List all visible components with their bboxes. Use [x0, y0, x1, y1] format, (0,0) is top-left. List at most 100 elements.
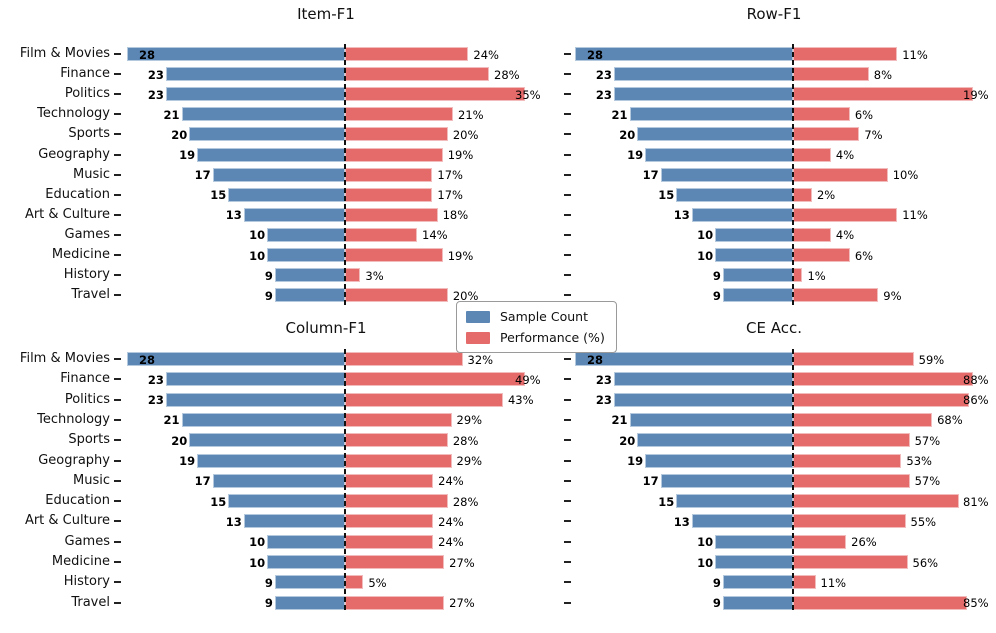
sample-count-value: 23 — [147, 372, 164, 387]
y-tick — [114, 561, 121, 563]
sample-count-bar — [613, 392, 793, 407]
category-label: Art & Culture — [24, 206, 110, 222]
performance-value: 57% — [914, 474, 941, 489]
performance-bar — [793, 392, 969, 407]
category-label: History — [63, 267, 110, 283]
sample-count-value: 23 — [595, 393, 612, 408]
sample-count-bar — [212, 473, 345, 488]
performance-value: 86% — [963, 393, 989, 408]
performance-value: 24% — [473, 47, 499, 62]
performance-value: 29% — [456, 413, 483, 428]
performance-bar — [345, 127, 448, 142]
sample-count-value: 13 — [673, 514, 690, 529]
performance-value: 28% — [452, 433, 479, 448]
performance-bar — [793, 207, 898, 222]
sample-count-value: 9 — [712, 288, 721, 303]
performance-value: 43% — [507, 393, 534, 408]
performance-bar — [345, 534, 434, 549]
performance-bar — [345, 575, 364, 590]
performance-value: 57% — [914, 433, 941, 448]
sample-count-bar — [189, 433, 345, 448]
sample-count-value: 10 — [249, 535, 266, 550]
y-tick — [114, 479, 121, 482]
y-tick — [564, 540, 571, 543]
category-label: Art & Culture — [24, 513, 110, 529]
legend-item-sample-count: Sample Count — [466, 309, 605, 324]
sample-count-bar — [715, 227, 793, 242]
sample-count-bar — [629, 412, 793, 427]
category-label: Games — [64, 533, 110, 549]
sample-count-value: 9 — [712, 575, 721, 590]
sample-count-bar — [645, 453, 793, 468]
sample-count-bar — [645, 147, 793, 162]
performance-value: 20% — [452, 127, 479, 142]
performance-bar — [793, 167, 888, 182]
sample-count-value: 9 — [712, 268, 721, 283]
category-label: Film & Movies — [19, 351, 110, 366]
performance-value: 3% — [365, 268, 384, 283]
category-label: Finance — [60, 66, 110, 82]
sample-count-value: 10 — [249, 248, 266, 263]
performance-bar — [345, 514, 434, 529]
y-tick — [564, 358, 571, 360]
performance-bar — [345, 392, 503, 407]
y-tick — [564, 193, 571, 196]
performance-bar — [793, 494, 959, 509]
performance-bar — [345, 207, 438, 222]
sample-count-value: 9 — [264, 268, 273, 283]
performance-bar — [793, 352, 914, 366]
sample-count-value: 19 — [179, 148, 196, 162]
sample-count-bar — [274, 268, 345, 283]
performance-bar — [345, 248, 443, 262]
performance-bar — [793, 534, 847, 549]
performance-value: 14% — [422, 228, 448, 243]
y-tick — [564, 213, 571, 216]
y-tick — [114, 173, 121, 176]
category-label: Music — [73, 472, 110, 488]
sample-count-bar — [181, 107, 345, 122]
y-tick — [564, 581, 571, 584]
zero-dashed-line — [344, 44, 346, 306]
performance-bar — [793, 473, 910, 488]
performance-bar — [345, 268, 361, 283]
y-tick — [564, 294, 571, 297]
category-label: Politics — [64, 86, 110, 102]
sample-count-value: 23 — [147, 67, 164, 82]
y-tick — [564, 459, 571, 462]
sample-count-bar — [197, 453, 345, 468]
category-label: Travel — [71, 287, 110, 303]
category-label: Sports — [68, 432, 110, 448]
y-tick — [564, 520, 571, 523]
performance-value: 1% — [807, 268, 826, 283]
performance-bar — [793, 575, 816, 590]
sample-count-value: 23 — [147, 87, 164, 102]
sample-count-bar — [274, 595, 345, 610]
performance-bar — [345, 147, 443, 162]
sample-count-bar — [691, 207, 793, 222]
sample-count-bar — [189, 127, 345, 142]
sample-count-bar — [181, 412, 345, 427]
sample-count-value: 9 — [264, 596, 273, 611]
sample-count-bar — [613, 87, 793, 102]
sample-count-value: 17 — [642, 474, 659, 489]
sample-count-value: 15 — [658, 494, 675, 509]
sample-count-value: 10 — [697, 535, 714, 550]
performance-value: 27% — [449, 596, 475, 611]
performance-value: 21% — [458, 107, 484, 122]
sample-count-value: 9 — [712, 596, 721, 611]
performance-value: 59% — [918, 352, 945, 367]
sample-count-bar — [715, 248, 793, 262]
performance-bar — [793, 107, 850, 122]
y-tick — [564, 439, 571, 442]
performance-value: 35% — [515, 87, 541, 102]
y-tick — [564, 113, 571, 116]
y-tick — [564, 153, 571, 156]
category-label: Geography — [38, 146, 110, 162]
performance-value: 5% — [368, 575, 387, 590]
performance-bar — [793, 595, 967, 610]
legend-label-performance: Performance (%) — [500, 330, 605, 345]
sample-count-value: 28 — [587, 47, 604, 62]
sample-count-bar — [228, 187, 345, 202]
sample-count-bar — [613, 67, 793, 82]
performance-bar — [345, 187, 433, 202]
